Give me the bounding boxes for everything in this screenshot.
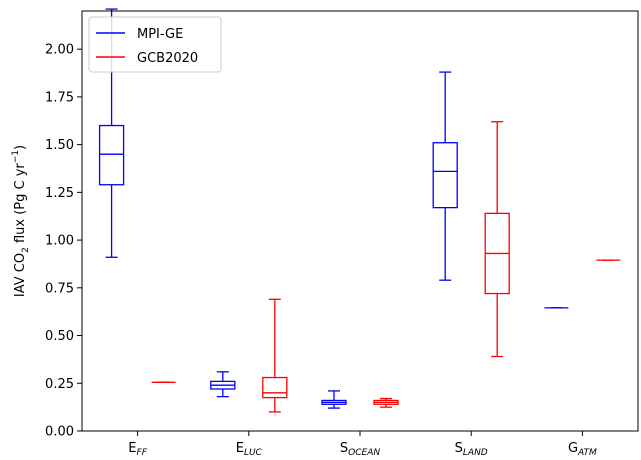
x-tick-label: SOCEAN [340, 441, 380, 458]
x-tick-label-base: S [455, 441, 463, 456]
x-tick-label-base: E [128, 441, 136, 456]
y-tick-label: 1.50 [45, 138, 74, 153]
legend: MPI-GE GCB2020 [88, 16, 222, 73]
x-tick-label-subscript: LUC [244, 448, 263, 458]
y-tick-label: 0.75 [45, 281, 74, 296]
box-s-land [484, 121, 510, 358]
y-axis-label-post: ) [13, 145, 28, 150]
x-tick-label-subscript: LAND [463, 448, 488, 458]
y-tick-label: 0.50 [45, 329, 74, 344]
x-tick-label-subscript: FF [137, 448, 148, 458]
y-axis-label-superscript: −1 [11, 150, 21, 163]
x-tick-label-base: S [340, 441, 348, 456]
legend-item: MPI-GE [96, 27, 183, 42]
y-tick-label: 2.00 [45, 43, 74, 58]
interquartile-box [262, 376, 288, 399]
legend-label: GCB2020 [137, 51, 198, 66]
box-e-luc [210, 371, 236, 398]
box-s-ocean [321, 390, 347, 409]
x-axis-ticks: EFF ELUC SOCEAN SLAND GATM [128, 431, 597, 458]
y-axis-label-subscript: 2 [21, 247, 31, 253]
y-tick-label: 0.00 [45, 425, 74, 440]
interquartile-box [432, 142, 458, 209]
x-tick-label: GATM [568, 441, 597, 458]
y-tick-label: 1.75 [45, 90, 74, 105]
y-axis-ticks: 0.00 0.25 0.50 0.75 1.00 1.25 1.50 1.75 2.00 [45, 43, 82, 440]
plot-area-frame [81, 10, 639, 432]
y-axis-label-pre: IAV CO [13, 253, 28, 297]
y-axis-label: IAV CO2 flux (Pg C yr−1) [11, 145, 31, 297]
x-tick-label-base: E [236, 441, 244, 456]
x-tick-label-subscript: ATM [577, 448, 597, 458]
series-gcb2020 [151, 121, 621, 413]
x-tick-label-base: G [568, 441, 578, 456]
legend-item: GCB2020 [96, 51, 198, 66]
interquartile-box [98, 124, 125, 186]
y-tick-label: 0.25 [45, 377, 74, 392]
x-tick-label-subscript: OCEAN [348, 448, 380, 458]
y-tick-label: 1.00 [45, 234, 74, 249]
x-tick-label: SLAND [455, 441, 488, 458]
box-s-land [432, 71, 458, 281]
x-tick-label: EFF [128, 441, 147, 458]
legend-label: MPI-GE [137, 27, 183, 42]
y-axis-label-mid: flux (Pg C yr [13, 163, 28, 248]
y-tick-label: 1.25 [45, 186, 74, 201]
legend-frame [88, 16, 222, 73]
box-plot-series [98, 8, 621, 413]
x-tick-label: ELUC [236, 441, 263, 458]
box-s-ocean [373, 397, 399, 408]
box-e-luc [262, 298, 288, 413]
